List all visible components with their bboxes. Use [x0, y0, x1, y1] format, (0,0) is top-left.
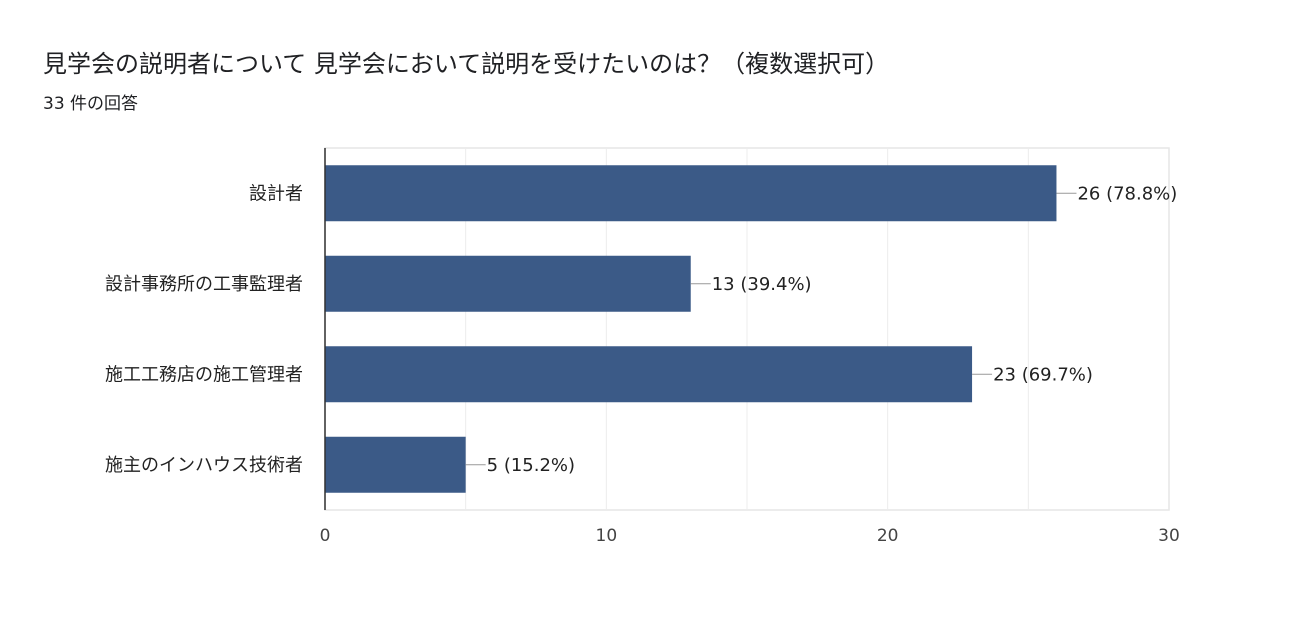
response-count: 33 件の回答	[43, 94, 139, 114]
x-tick-label: 0	[320, 526, 331, 546]
bar	[325, 346, 973, 403]
category-label: 設計事務所の工事監理者	[105, 274, 303, 295]
bar	[325, 436, 466, 493]
data-label: 13 (39.4%)	[712, 274, 812, 295]
x-tick-label: 20	[877, 526, 899, 546]
category-label: 施工工務店の施工管理者	[105, 364, 303, 385]
x-tick-label: 10	[596, 526, 618, 546]
bar	[325, 165, 1057, 222]
category-label: 設計者	[249, 183, 303, 204]
category-label: 施主のインハウス技術者	[105, 455, 303, 476]
data-label: 26 (78.8%)	[1077, 183, 1177, 204]
data-label: 5 (15.2%)	[487, 455, 575, 476]
bar	[325, 255, 691, 312]
chart-title: 見学会の説明者について 見学会において説明を受けたいのは？（複数選択可）	[43, 50, 890, 78]
data-label: 23 (69.7%)	[993, 364, 1093, 385]
x-tick-label: 30	[1158, 526, 1180, 546]
